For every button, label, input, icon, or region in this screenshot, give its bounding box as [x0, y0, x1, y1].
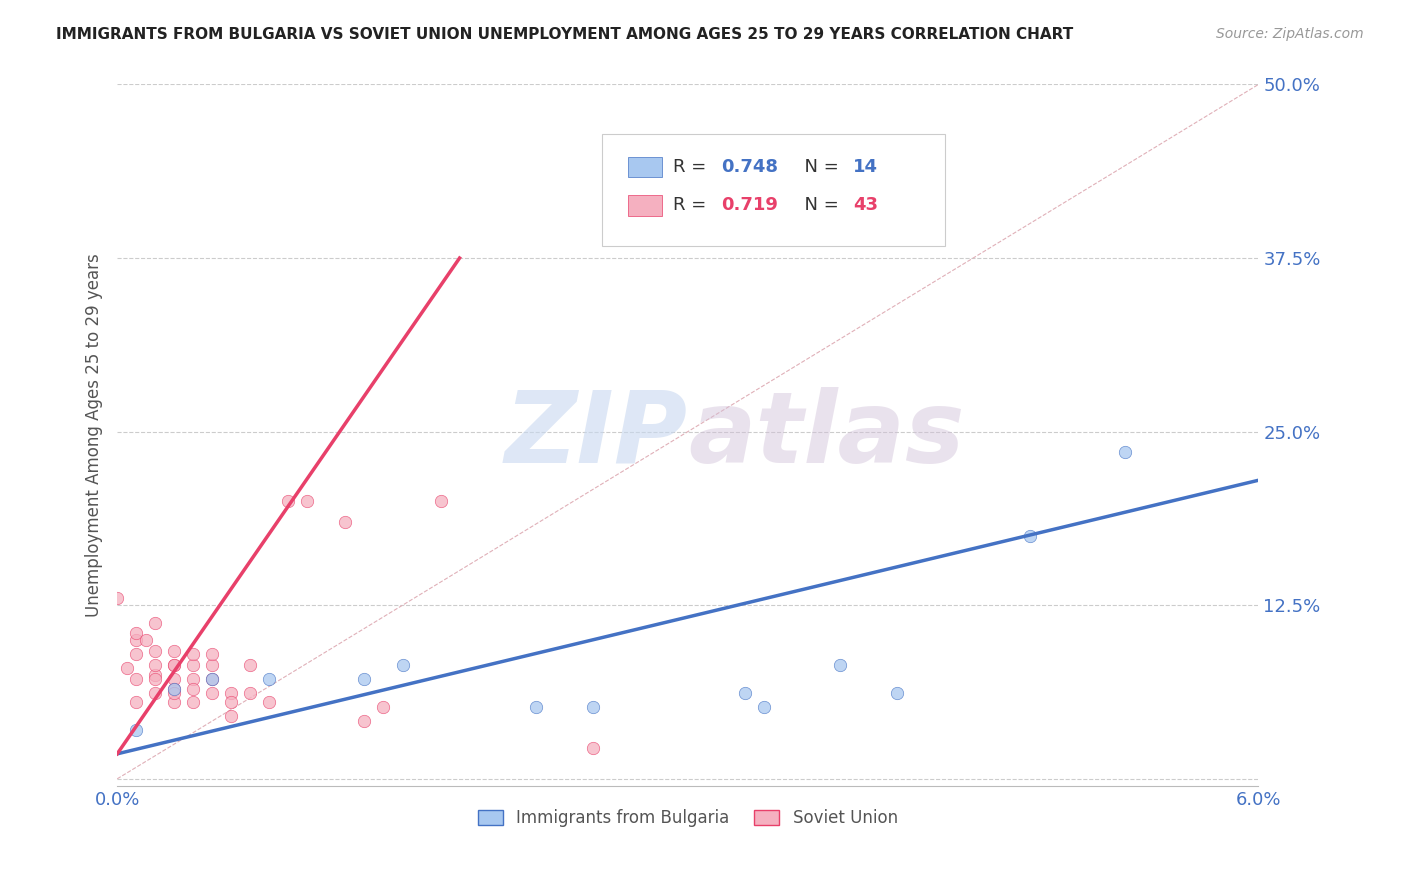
Point — [125, 696, 148, 710]
Point — [201, 672, 224, 686]
Point — [143, 667, 166, 681]
Point — [221, 709, 243, 723]
Point — [105, 591, 128, 606]
Point — [163, 657, 186, 672]
Point — [201, 657, 224, 672]
Text: N =: N = — [793, 158, 845, 176]
Point — [143, 657, 166, 672]
Point — [143, 686, 166, 700]
Text: atlas: atlas — [688, 386, 965, 483]
Point — [259, 696, 281, 710]
Point — [335, 515, 357, 529]
Point — [125, 647, 148, 661]
Point — [125, 632, 148, 647]
Point — [143, 672, 166, 686]
Point — [582, 699, 605, 714]
Point — [163, 672, 186, 686]
Point — [163, 681, 186, 696]
Point — [239, 686, 262, 700]
Point — [125, 672, 148, 686]
Point — [828, 657, 851, 672]
Point — [373, 699, 395, 714]
Point — [181, 647, 204, 661]
Text: IMMIGRANTS FROM BULGARIA VS SOVIET UNION UNEMPLOYMENT AMONG AGES 25 TO 29 YEARS : IMMIGRANTS FROM BULGARIA VS SOVIET UNION… — [56, 27, 1074, 42]
Point — [125, 723, 148, 738]
Point — [221, 686, 243, 700]
Point — [163, 681, 186, 696]
FancyBboxPatch shape — [628, 157, 662, 177]
Point — [181, 696, 204, 710]
Point — [429, 494, 451, 508]
Point — [135, 632, 157, 647]
Text: ZIP: ZIP — [505, 386, 688, 483]
Point — [277, 494, 299, 508]
Point — [221, 696, 243, 710]
Point — [163, 686, 186, 700]
Text: R =: R = — [673, 196, 711, 214]
Point — [1114, 445, 1136, 459]
Point — [201, 686, 224, 700]
Point — [163, 696, 186, 710]
Text: 0.719: 0.719 — [721, 196, 778, 214]
Text: R =: R = — [673, 158, 711, 176]
Point — [163, 644, 186, 658]
Point — [143, 644, 166, 658]
Point — [143, 616, 166, 631]
Point — [259, 672, 281, 686]
Point — [752, 699, 775, 714]
Point — [1019, 529, 1042, 543]
Point — [115, 661, 138, 675]
Point — [353, 672, 375, 686]
Text: 0.748: 0.748 — [721, 158, 778, 176]
Text: 14: 14 — [853, 158, 879, 176]
FancyBboxPatch shape — [628, 195, 662, 216]
Point — [125, 626, 148, 640]
Point — [886, 686, 908, 700]
Point — [239, 657, 262, 672]
Text: Source: ZipAtlas.com: Source: ZipAtlas.com — [1216, 27, 1364, 41]
Text: 43: 43 — [853, 196, 879, 214]
Point — [524, 699, 547, 714]
Point — [181, 681, 204, 696]
Point — [163, 657, 186, 672]
Text: N =: N = — [793, 196, 845, 214]
Point — [297, 494, 319, 508]
Point — [391, 657, 413, 672]
Point — [353, 714, 375, 728]
Point — [201, 647, 224, 661]
Legend: Immigrants from Bulgaria, Soviet Union: Immigrants from Bulgaria, Soviet Union — [471, 802, 904, 833]
Point — [201, 672, 224, 686]
Point — [582, 741, 605, 756]
FancyBboxPatch shape — [602, 134, 945, 246]
Point — [181, 672, 204, 686]
Y-axis label: Unemployment Among Ages 25 to 29 years: Unemployment Among Ages 25 to 29 years — [86, 253, 103, 617]
Point — [734, 686, 756, 700]
Point — [181, 657, 204, 672]
